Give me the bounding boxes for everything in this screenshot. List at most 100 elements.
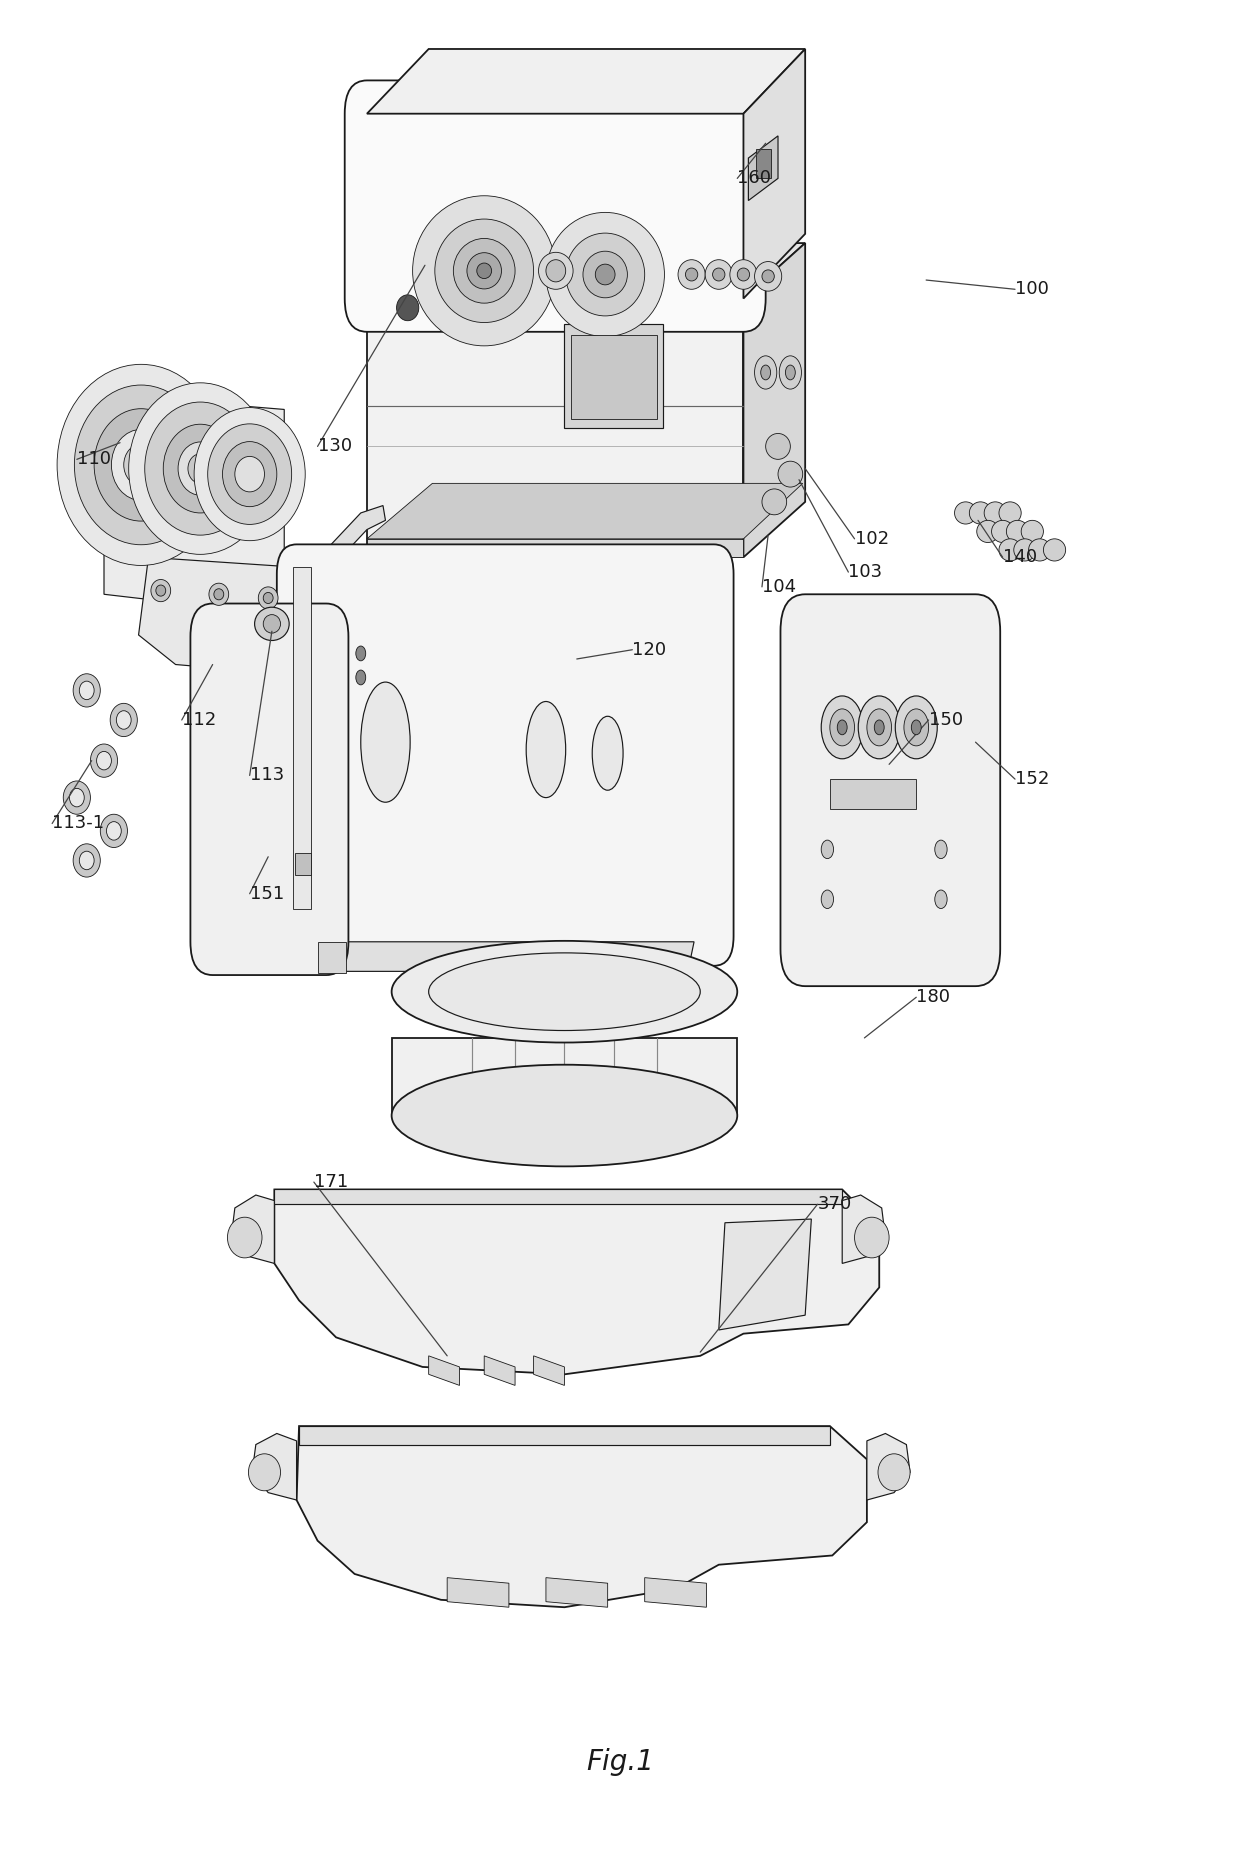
Polygon shape	[367, 540, 744, 558]
Text: 113-1: 113-1	[52, 814, 104, 832]
Polygon shape	[749, 135, 777, 200]
Ellipse shape	[546, 213, 665, 337]
Ellipse shape	[706, 260, 733, 289]
Ellipse shape	[583, 250, 627, 298]
Polygon shape	[484, 1355, 515, 1385]
Ellipse shape	[73, 844, 100, 877]
Text: 152: 152	[1016, 769, 1049, 788]
Polygon shape	[976, 630, 986, 949]
Ellipse shape	[195, 408, 305, 541]
Ellipse shape	[156, 586, 166, 597]
Ellipse shape	[79, 680, 94, 699]
Ellipse shape	[935, 840, 947, 858]
Ellipse shape	[761, 489, 786, 515]
Polygon shape	[262, 506, 386, 630]
Polygon shape	[472, 558, 521, 586]
Ellipse shape	[129, 382, 272, 554]
Ellipse shape	[107, 821, 122, 840]
Ellipse shape	[837, 719, 847, 734]
Polygon shape	[317, 942, 694, 971]
Ellipse shape	[878, 1454, 910, 1491]
Ellipse shape	[208, 584, 228, 606]
Ellipse shape	[760, 365, 770, 380]
Ellipse shape	[755, 261, 781, 291]
Ellipse shape	[1014, 540, 1035, 562]
Polygon shape	[317, 942, 346, 973]
Text: 103: 103	[848, 564, 883, 580]
Ellipse shape	[821, 840, 833, 858]
Ellipse shape	[454, 239, 515, 304]
Ellipse shape	[777, 462, 802, 488]
Text: 102: 102	[854, 530, 889, 547]
Ellipse shape	[999, 540, 1022, 562]
Polygon shape	[274, 1190, 879, 1374]
FancyBboxPatch shape	[780, 595, 1001, 986]
Ellipse shape	[955, 502, 977, 525]
Ellipse shape	[263, 593, 273, 604]
Polygon shape	[203, 634, 212, 942]
Ellipse shape	[593, 716, 622, 790]
Ellipse shape	[546, 260, 565, 282]
Polygon shape	[367, 48, 805, 113]
Ellipse shape	[112, 430, 171, 501]
Ellipse shape	[467, 252, 501, 289]
Ellipse shape	[207, 425, 291, 525]
Text: 113: 113	[249, 766, 284, 784]
Ellipse shape	[678, 260, 706, 289]
Ellipse shape	[361, 682, 410, 803]
Ellipse shape	[785, 365, 795, 380]
Ellipse shape	[258, 588, 278, 610]
Polygon shape	[295, 853, 311, 875]
Polygon shape	[231, 1196, 274, 1263]
Ellipse shape	[565, 234, 645, 315]
Ellipse shape	[686, 269, 698, 282]
Ellipse shape	[94, 408, 188, 521]
Text: 120: 120	[632, 641, 666, 658]
Ellipse shape	[254, 608, 289, 640]
Ellipse shape	[992, 521, 1014, 543]
Ellipse shape	[63, 781, 91, 814]
FancyBboxPatch shape	[191, 604, 348, 975]
FancyBboxPatch shape	[277, 545, 734, 966]
Ellipse shape	[222, 441, 277, 506]
Ellipse shape	[356, 669, 366, 684]
Polygon shape	[274, 1190, 842, 1205]
Ellipse shape	[117, 710, 131, 729]
Polygon shape	[570, 336, 657, 419]
Text: 151: 151	[249, 884, 284, 903]
Ellipse shape	[738, 269, 750, 282]
Text: 104: 104	[761, 578, 796, 595]
Ellipse shape	[188, 454, 212, 484]
Ellipse shape	[145, 402, 255, 536]
Text: 370: 370	[817, 1196, 852, 1213]
Ellipse shape	[830, 708, 854, 745]
Ellipse shape	[730, 260, 758, 289]
Ellipse shape	[935, 890, 947, 908]
Ellipse shape	[392, 1064, 738, 1166]
Ellipse shape	[234, 456, 264, 491]
Polygon shape	[564, 324, 663, 428]
Ellipse shape	[904, 708, 929, 745]
Ellipse shape	[1022, 521, 1043, 543]
Ellipse shape	[97, 751, 112, 769]
Text: 100: 100	[1016, 280, 1049, 298]
Polygon shape	[645, 1578, 707, 1607]
Ellipse shape	[356, 645, 366, 660]
Text: 130: 130	[317, 438, 352, 456]
Polygon shape	[296, 1426, 867, 1607]
Text: 110: 110	[77, 451, 110, 469]
Polygon shape	[830, 779, 916, 808]
Ellipse shape	[970, 502, 992, 525]
Ellipse shape	[179, 441, 222, 495]
Ellipse shape	[765, 434, 790, 460]
Ellipse shape	[69, 788, 84, 806]
Ellipse shape	[911, 719, 921, 734]
Polygon shape	[293, 567, 719, 942]
Polygon shape	[392, 1038, 738, 1116]
Polygon shape	[546, 1578, 608, 1607]
Polygon shape	[299, 1426, 830, 1444]
Text: OFF: OFF	[864, 790, 882, 799]
Polygon shape	[744, 243, 805, 558]
Ellipse shape	[164, 425, 237, 514]
Ellipse shape	[392, 940, 738, 1042]
